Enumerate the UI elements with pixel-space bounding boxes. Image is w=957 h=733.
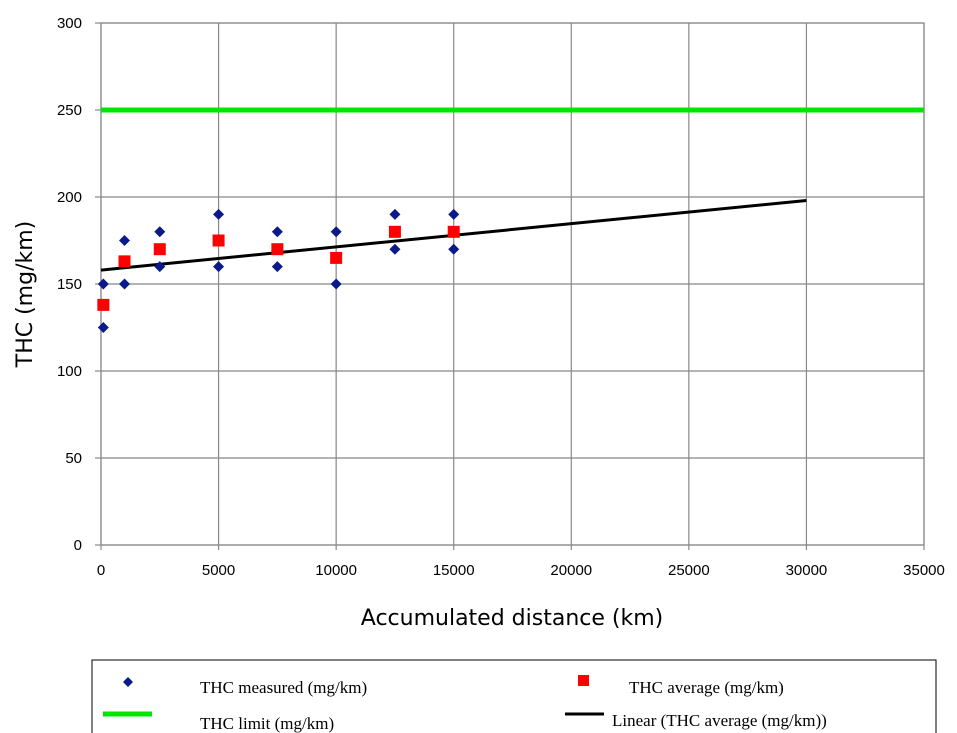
grid	[95, 22, 925, 550]
legend-label-thc-limit: THC limit (mg/km)	[200, 714, 334, 733]
y-tick-label: 50	[65, 450, 82, 467]
thc-average-point	[388, 225, 401, 238]
thc-average-point	[153, 243, 166, 256]
thc-measured-point	[389, 208, 401, 220]
thc-measured-point	[97, 278, 109, 290]
legend-label-thc-measured: THC measured (mg/km)	[200, 678, 367, 697]
thc-measured-point	[330, 278, 342, 290]
thc-average-point	[271, 243, 284, 256]
y-tick-label: 150	[57, 276, 82, 293]
thc-average-point	[447, 225, 460, 238]
thc-average-point	[330, 251, 343, 264]
thc-measured-point	[448, 243, 460, 255]
thc-average-point	[97, 298, 110, 311]
legend-box	[91, 659, 937, 733]
x-axis-title: Accumulated distance (km)	[361, 606, 663, 631]
thc-measured-point	[448, 208, 460, 220]
x-tick-label: 20000	[550, 562, 592, 579]
x-tick-label: 30000	[786, 562, 828, 579]
thc-measured-point	[389, 243, 401, 255]
data-marks	[97, 107, 924, 333]
thc-measured-point	[154, 261, 166, 273]
x-tick-label: 25000	[668, 562, 710, 579]
thc-measured-point	[213, 261, 225, 273]
thc-measured-point	[213, 208, 225, 220]
x-tick-label: 15000	[433, 562, 475, 579]
legend-label-linear-trend: Linear (THC average (mg/km))	[612, 711, 827, 730]
x-tick-label: 10000	[315, 562, 357, 579]
legend-marker-thc-average	[578, 675, 589, 686]
legend-marker-thc-measured	[123, 677, 133, 687]
legend-markers	[103, 675, 604, 717]
thc-measured-point	[154, 226, 166, 238]
y-tick-label: 100	[57, 363, 82, 380]
thc-average-point	[118, 255, 131, 268]
y-tick-label: 200	[57, 189, 82, 206]
thc-measured-point	[97, 322, 109, 333]
x-tick-label: 5000	[202, 562, 235, 579]
y-tick-label: 250	[57, 102, 82, 119]
x-tick-label: 0	[97, 562, 105, 579]
y-tick-label: 300	[57, 15, 82, 32]
thc-measured-point	[119, 278, 131, 290]
y-axis-title: THC (mg/km)	[13, 221, 38, 368]
thc-measured-point	[271, 261, 283, 273]
thc-measured-point	[330, 226, 342, 238]
thc-measured-point	[119, 235, 131, 246]
x-tick-label: 35000	[903, 562, 945, 579]
thc-measured-point	[271, 226, 283, 238]
tick-labels: 0 5000 10000 15000 20000 25000 30000 35000 0 50 10…	[57, 15, 945, 579]
y-tick-label: 0	[74, 537, 82, 554]
legend-label-thc-average: THC average (mg/km)	[629, 678, 784, 697]
legend: THC measured (mg/km) THC average (mg/km)…	[91, 659, 937, 733]
thc-average-point	[212, 234, 225, 247]
